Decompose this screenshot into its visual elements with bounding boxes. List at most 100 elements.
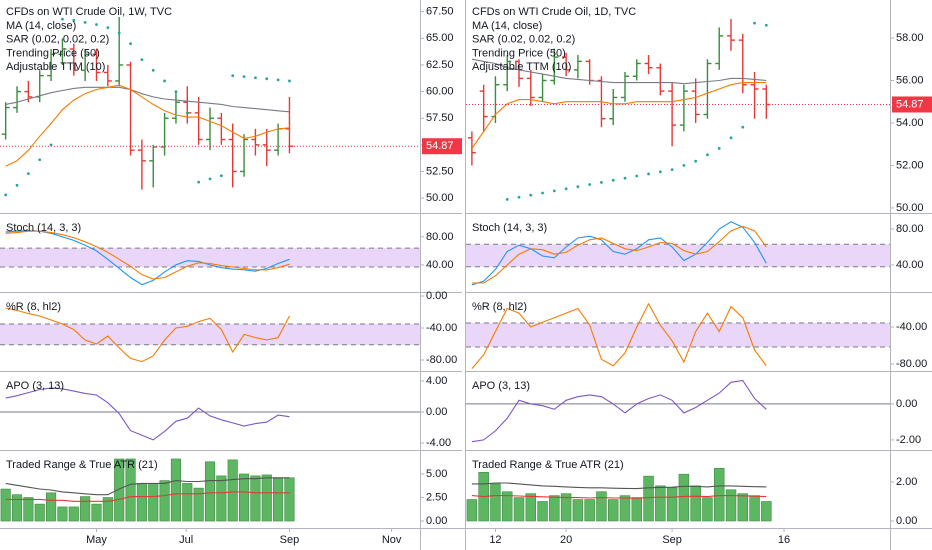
indicator-line <box>471 82 767 149</box>
legend-item: SAR (0.02, 0.02, 0.2) <box>472 34 575 46</box>
pane-title: %R (8, hl2) <box>472 301 527 313</box>
legend-item: Adjustable TTM (10) <box>6 61 105 73</box>
legend-item: SAR (0.02, 0.02, 0.2) <box>6 34 109 46</box>
range-bar <box>102 497 113 522</box>
x-tick-label: Nov <box>382 534 402 546</box>
y-tick-label: -80.00 <box>426 354 457 366</box>
last-price-label: 54.87 <box>426 140 454 152</box>
pane-title: %R (8, hl2) <box>6 301 61 313</box>
range-bar <box>125 458 136 522</box>
sar-dot <box>670 168 674 172</box>
sar-dot <box>611 178 615 182</box>
range-bar <box>193 487 204 522</box>
x-tick-label: Sep <box>280 534 300 546</box>
pane <box>466 468 772 522</box>
band-fill <box>466 244 890 267</box>
last-price-box <box>422 138 462 155</box>
pane-title: APO (3, 13) <box>472 380 530 392</box>
sar-dot <box>564 187 568 191</box>
range-bar <box>655 485 666 522</box>
pane <box>0 229 420 286</box>
sar-dot <box>197 180 201 184</box>
y-tick-label: -40.00 <box>896 321 927 333</box>
sar-dot <box>61 17 64 21</box>
range-bar <box>501 491 513 522</box>
sar-dot <box>288 79 291 83</box>
sar-dot <box>694 159 698 163</box>
y-tick-label: 0.00 <box>896 398 917 410</box>
range-bar <box>80 496 91 522</box>
y-tick-label: 52.00 <box>896 159 924 171</box>
y-tick-label: 56.00 <box>896 74 924 86</box>
range-bar <box>216 475 227 522</box>
range-bar <box>136 483 147 522</box>
sar-dot <box>265 77 269 81</box>
y-tick-label: 50.00 <box>896 202 924 214</box>
pane <box>0 307 420 363</box>
range-bar <box>57 506 68 522</box>
y-tick-label: 80.00 <box>896 223 924 235</box>
indicator-line <box>471 495 767 499</box>
y-tick-label: 57.50 <box>426 112 454 124</box>
legend-item: Adjustable TTM (10) <box>472 61 571 73</box>
range-bar <box>170 458 182 522</box>
indicator-line <box>471 379 767 443</box>
sar-dot <box>552 189 556 193</box>
pane <box>1 17 294 197</box>
range-bar <box>490 483 501 522</box>
y-tick-label: 2.50 <box>426 491 447 503</box>
sar-dot <box>517 195 521 199</box>
sar-dot <box>95 23 98 26</box>
sar-dot <box>647 172 650 176</box>
indicator-line <box>471 302 767 369</box>
indicator-line <box>471 58 767 85</box>
range-bar <box>678 473 690 522</box>
indicator-line <box>5 387 290 441</box>
sar-dot <box>208 177 212 181</box>
range-bar <box>761 501 772 522</box>
range-bar <box>284 477 295 522</box>
range-bar <box>159 480 170 522</box>
sar-dot <box>72 18 76 22</box>
range-bar <box>114 458 125 522</box>
range-bar <box>596 491 607 522</box>
pane <box>466 302 890 369</box>
y-tick-label: 2.00 <box>896 476 917 488</box>
sar-dot <box>174 90 178 93</box>
range-bar <box>725 489 737 522</box>
range-bar <box>749 495 760 522</box>
range-bar <box>11 494 23 522</box>
y-tick-label: 4.00 <box>426 375 447 387</box>
range-bar <box>91 503 102 522</box>
range-bar <box>549 495 560 522</box>
y-tick-label: 80.00 <box>426 231 454 243</box>
sar-dot <box>505 198 509 201</box>
sar-dot <box>741 125 745 129</box>
sar-dot <box>753 21 756 25</box>
sar-dot <box>541 191 544 195</box>
sar-dot <box>276 78 280 82</box>
y-tick-label: 67.50 <box>426 6 454 18</box>
y-tick-label: 0.00 <box>426 406 447 418</box>
x-tick-label: Sep <box>662 534 682 546</box>
pane <box>0 458 295 522</box>
sar-dot <box>49 143 53 147</box>
range-bar <box>238 473 250 522</box>
x-tick-label: 12 <box>489 534 501 546</box>
range-bar <box>227 459 238 522</box>
sar-dot <box>682 164 686 167</box>
sar-dot <box>106 26 110 30</box>
sar-dot <box>83 20 87 24</box>
band-fill <box>0 324 420 345</box>
band-fill <box>0 248 420 268</box>
sar-dot <box>729 136 733 140</box>
indicator-line <box>471 482 767 490</box>
pane <box>467 18 771 201</box>
range-bar <box>261 474 272 522</box>
range-bar <box>23 497 34 522</box>
range-bar <box>666 487 678 522</box>
indicator-line <box>5 477 290 496</box>
sar-dot <box>600 181 603 184</box>
sar-dot <box>129 42 132 46</box>
